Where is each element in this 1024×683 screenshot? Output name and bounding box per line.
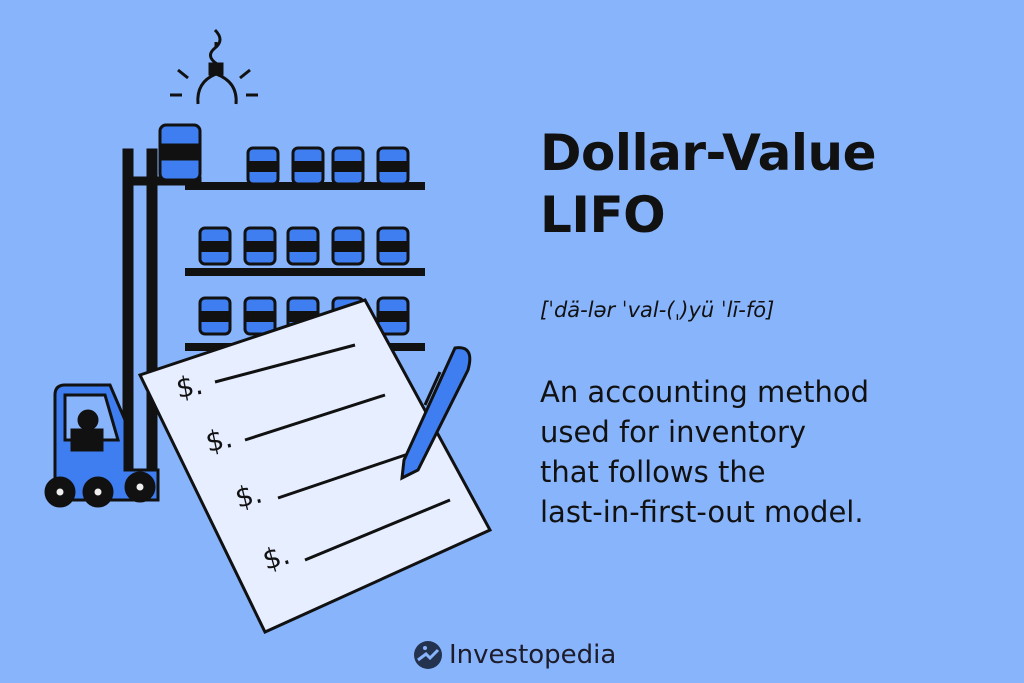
barrel	[376, 226, 410, 266]
barrel	[198, 296, 232, 336]
barrel	[291, 146, 325, 186]
investopedia-logo-icon	[414, 641, 442, 669]
barrel	[198, 226, 232, 266]
barrel	[376, 296, 410, 336]
definition: An accounting method used for inventory …	[540, 372, 980, 532]
definition-line: last-in-first-out model.	[540, 495, 864, 529]
barrel	[331, 226, 365, 266]
title-line: LIFO	[540, 186, 666, 244]
definition-line: An accounting method	[540, 375, 870, 409]
forklift	[44, 123, 202, 508]
barrels	[198, 146, 410, 336]
pronunciation: [ˈdä-lər ˈval-(ˌ)yü ˈlī-fō]	[540, 298, 775, 322]
barrel	[243, 226, 277, 266]
barrel	[331, 146, 365, 186]
pen-icon	[400, 346, 472, 481]
title-line: Dollar-Value	[540, 124, 877, 182]
barrel	[246, 146, 280, 186]
paper: $. $. $. $.	[137, 298, 493, 634]
brand-name: Investopedia	[449, 640, 617, 670]
barrel	[286, 226, 320, 266]
page-title: Dollar-Value LIFO	[540, 122, 877, 246]
paper-symbol: $.	[173, 368, 205, 405]
brand-logo: Investopedia	[413, 640, 616, 670]
definition-line: that follows the	[540, 455, 766, 489]
claw-icon	[170, 28, 258, 105]
definition-line: used for inventory	[540, 415, 807, 449]
barrel	[243, 296, 277, 336]
barrel	[376, 146, 410, 186]
